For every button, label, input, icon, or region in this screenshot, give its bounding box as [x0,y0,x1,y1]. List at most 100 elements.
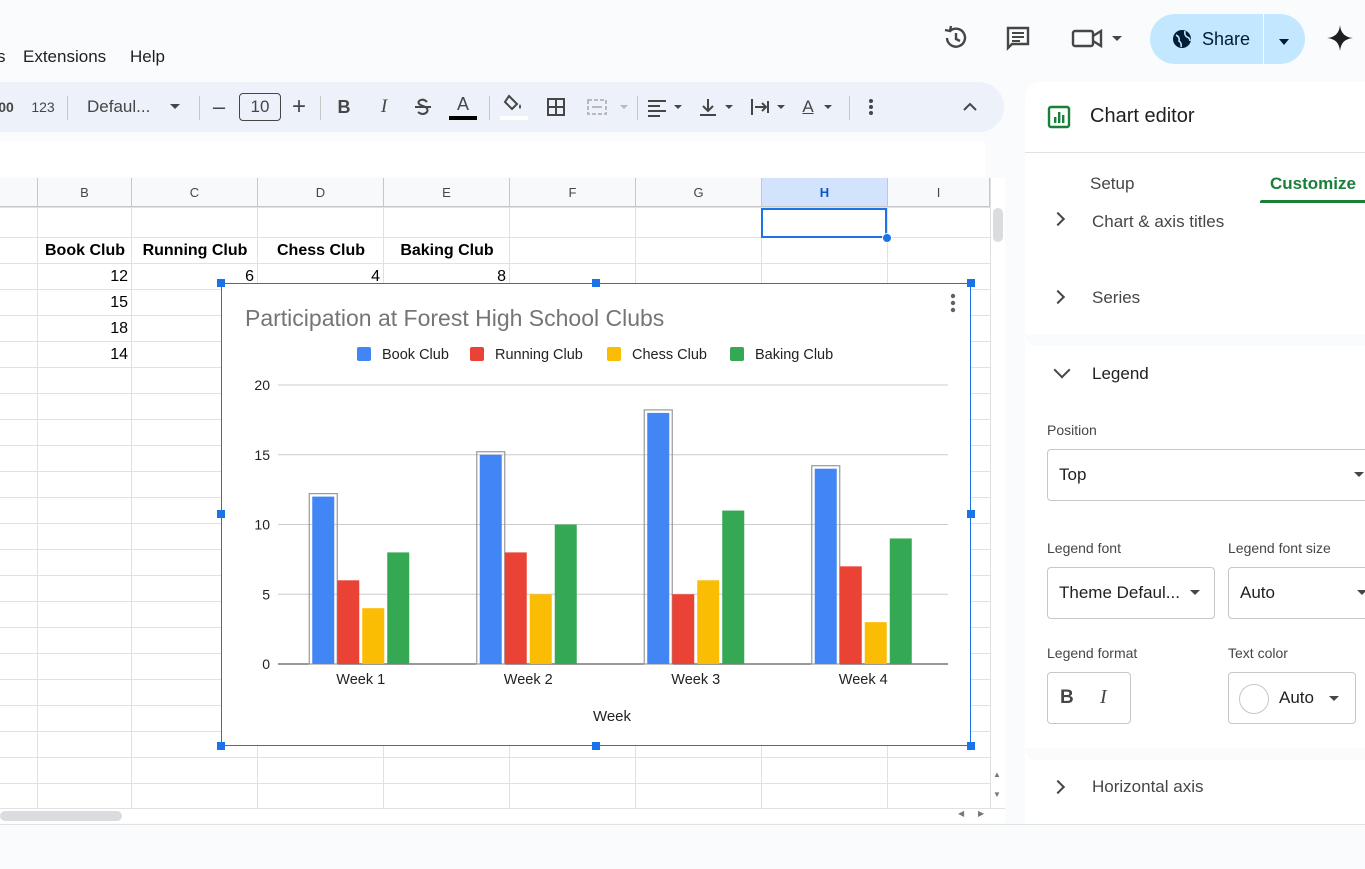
font-select[interactable]: Defaul... [78,82,188,132]
tab-customize[interactable]: Customize [1270,174,1356,193]
more-formats-button[interactable]: 123 [31,99,55,115]
tab-setup[interactable]: Setup [1090,174,1135,193]
more-options-icon[interactable] [860,82,882,132]
horizontal-align-icon[interactable] [645,82,687,132]
fill-handle[interactable] [882,233,892,243]
bar[interactable] [889,538,912,664]
section-series[interactable]: Series [1025,280,1365,330]
bar[interactable] [504,552,527,664]
column-header-h[interactable]: H [762,178,888,207]
resize-handle[interactable] [967,279,975,287]
menu-item-tools[interactable]: s [0,47,6,66]
legend-text-color-select[interactable]: Auto [1228,672,1356,724]
bar[interactable] [647,412,670,664]
legend-italic-button[interactable]: I [1100,686,1107,708]
vertical-scrollbar[interactable]: ▲ ▼ [990,178,1005,808]
scroll-down-arrow-icon[interactable]: ▼ [993,790,1001,799]
chart-title[interactable]: Participation at Forest High School Club… [245,305,664,331]
text-color-button[interactable]: A [448,82,478,132]
legend-bold-button[interactable]: B [1060,687,1074,708]
bar[interactable] [722,510,745,664]
cell-b6[interactable]: 14 [110,346,128,363]
decrease-font-size-button[interactable]: – [212,94,226,119]
column-header-b[interactable]: B [38,178,132,207]
increase-font-size-button[interactable]: + [291,93,306,120]
legend-label[interactable]: Chess Club [632,347,707,363]
chart[interactable]: Participation at Forest High School Club… [221,283,971,746]
column-header-d[interactable]: D [258,178,384,207]
bar[interactable] [672,594,695,664]
bold-button[interactable]: B [337,96,351,117]
resize-handle[interactable] [967,742,975,750]
italic-button[interactable]: I [380,96,388,117]
decimal-format-button[interactable]: 00 [0,99,14,115]
video-call-icon[interactable] [1068,22,1128,54]
cell-b5[interactable]: 18 [110,320,128,337]
column-header-i[interactable]: I [888,178,990,207]
bar[interactable] [697,580,720,664]
resize-handle[interactable] [592,742,600,750]
bar[interactable] [864,622,887,664]
section-horizontal-axis[interactable]: Horizontal axis [1025,772,1365,822]
text-wrapping-icon[interactable] [748,82,790,132]
scroll-right-arrow-icon[interactable]: ▶ [978,809,985,818]
column-header-c[interactable]: C [132,178,258,207]
cell-d2[interactable]: Chess Club [276,242,365,259]
bar[interactable] [554,524,577,665]
bar[interactable] [362,608,385,664]
legend-font-select[interactable]: Theme Defaul... [1047,567,1215,619]
share-dropdown-icon[interactable] [1278,34,1290,52]
column-header-a[interactable] [0,178,38,207]
resize-handle[interactable] [217,279,225,287]
cell-c3[interactable]: 6 [245,268,254,285]
legend-label[interactable]: Running Club [495,347,583,363]
cell-b2[interactable]: Book Club [45,242,125,259]
bar[interactable] [312,496,335,664]
x-axis-title[interactable]: Week [593,708,632,725]
chart-menu-icon[interactable] [950,293,956,313]
section-legend-header[interactable]: Legend [1025,356,1365,406]
share-button[interactable]: Share [1150,14,1305,64]
bar[interactable] [529,594,552,664]
column-header-e[interactable]: E [384,178,510,207]
scroll-left-arrow-icon[interactable]: ◀ [958,809,965,818]
menu-item-help[interactable]: Help [130,47,165,66]
font-size-input[interactable]: 10 [239,82,281,132]
resize-handle[interactable] [592,279,600,287]
bar[interactable] [839,566,862,664]
text-rotation-button[interactable]: A [799,82,841,132]
column-header-f[interactable]: F [510,178,636,207]
comment-icon[interactable] [1002,22,1034,54]
legend-label[interactable]: Baking Club [755,347,833,363]
cell-d3[interactable]: 4 [371,268,380,285]
cell-b3[interactable]: 12 [110,268,128,285]
bar[interactable] [814,468,837,664]
history-icon[interactable] [940,22,972,54]
resize-handle[interactable] [217,742,225,750]
cell-e2[interactable]: Baking Club [400,242,494,259]
vertical-scrollbar-thumb[interactable] [993,208,1003,242]
section-chart-axis-titles[interactable]: Chart & axis titles [1025,204,1365,290]
legend-font-size-select[interactable]: Auto [1228,567,1365,619]
resize-handle[interactable] [967,510,975,518]
gemini-icon[interactable] [1324,22,1356,54]
column-header-g[interactable]: G [636,178,762,207]
fill-color-icon[interactable] [498,82,530,132]
resize-handle[interactable] [217,510,225,518]
legend-position-select[interactable]: Top [1047,449,1365,501]
bar[interactable] [337,580,360,664]
vertical-align-icon[interactable] [696,82,738,132]
cell-e3[interactable]: 8 [497,268,506,285]
collapse-toolbar-icon[interactable] [958,82,982,132]
cell-c2[interactable]: Running Club [142,242,248,259]
selected-cell[interactable] [761,208,887,238]
strikethrough-icon[interactable] [410,82,436,132]
bar[interactable] [387,552,410,664]
horizontal-scrollbar[interactable]: ◀ ▶ [0,808,1005,823]
legend-label[interactable]: Book Club [382,347,449,363]
borders-icon[interactable] [542,82,570,132]
menu-item-extensions[interactable]: Extensions [23,47,107,66]
scroll-up-arrow-icon[interactable]: ▲ [993,770,1001,779]
bar[interactable] [479,454,502,664]
formula-bar[interactable] [0,141,985,177]
